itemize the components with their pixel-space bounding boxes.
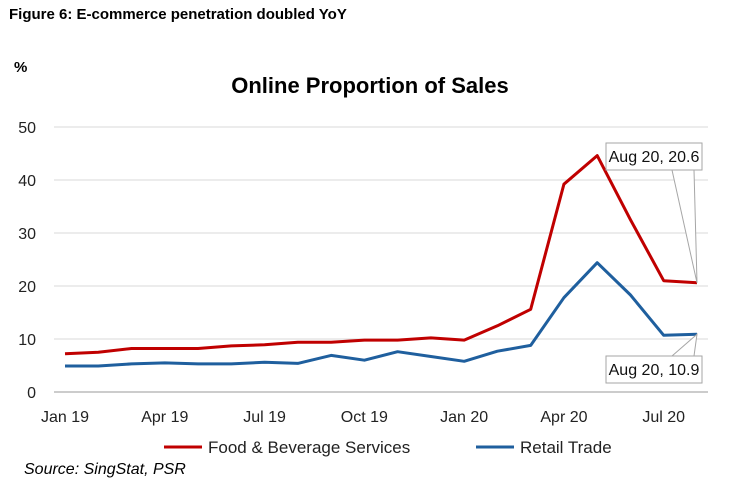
- annotations: Aug 20, 20.6 Aug 20, 10.9: [605, 142, 703, 384]
- x-tick-label: Apr 19: [141, 409, 188, 426]
- gridlines: [54, 126, 708, 393]
- y-tick-label: 50: [18, 120, 36, 137]
- callout-box: [605, 355, 703, 384]
- legend-label: Food & Beverage Services: [208, 438, 410, 457]
- y-tick-label: 20: [18, 279, 36, 296]
- x-tick-labels: Jan 19 Apr 19 Jul 19 Oct 19 Jan 20 Apr 20 Jul …: [41, 409, 685, 426]
- y-tick-label: 40: [18, 173, 36, 190]
- x-tick-label: Jul 20: [642, 409, 685, 426]
- y-tick-label: 10: [18, 332, 36, 349]
- x-tick-label: Apr 20: [540, 409, 587, 426]
- figure-title: Figure 6: E-commerce penetration doubled…: [9, 6, 347, 23]
- y-tick-labels: 0 10 20 30 40 50: [18, 120, 36, 402]
- callout-label: Aug 20, 20.6: [609, 149, 700, 166]
- series-line-0: [64, 154, 698, 356]
- callout-pointer: [671, 169, 698, 283]
- callout-box: [605, 142, 703, 171]
- legend: Food & Beverage Services Retail Trade: [164, 438, 612, 457]
- x-tick-label: Jan 20: [440, 409, 488, 426]
- chart-title: Online Proportion of Sales: [231, 73, 509, 98]
- x-tick-label: Oct 19: [341, 409, 388, 426]
- series-line-1: [65, 261, 698, 368]
- y-tick-label: 30: [18, 226, 36, 243]
- source-note: Source: SingStat, PSR: [24, 461, 186, 478]
- y-tick-label: 0: [27, 385, 36, 402]
- callout-pointer: [670, 332, 698, 357]
- y-axis-unit-label: %: [14, 59, 28, 76]
- x-tick-label: Jul 19: [243, 409, 286, 426]
- x-tick-label: Jan 19: [41, 409, 89, 426]
- legend-label: Retail Trade: [520, 438, 612, 457]
- series-lines: [64, 154, 698, 368]
- callout-label: Aug 20, 10.9: [609, 362, 700, 379]
